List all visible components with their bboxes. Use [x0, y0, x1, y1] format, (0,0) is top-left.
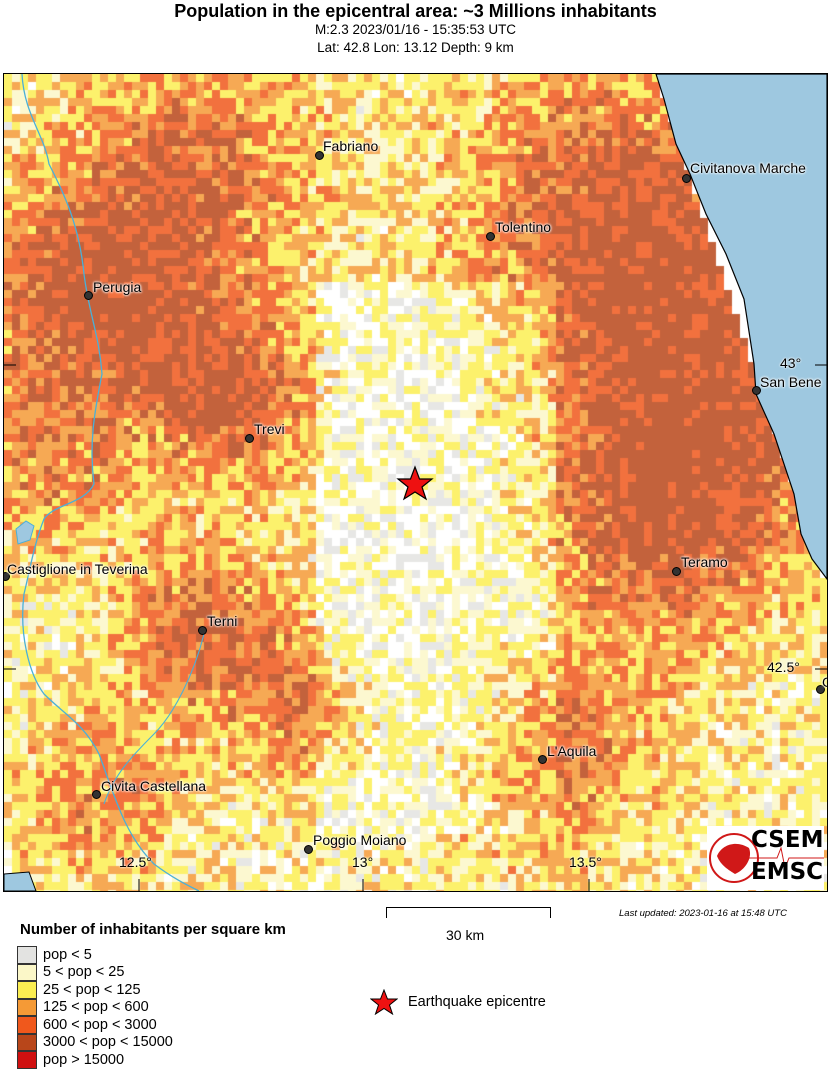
legend-swatch [17, 1033, 37, 1051]
adriatic-sea [655, 74, 827, 580]
legend-swatch [17, 946, 37, 964]
lat-label: 42.5° [767, 659, 800, 675]
population-map[interactable]: Fabriano Civitanova Marche Tolentino Per… [3, 73, 828, 892]
city-label[interactable]: San Bene [760, 374, 822, 390]
legend-swatch [17, 998, 37, 1016]
legend-swatch [17, 981, 37, 999]
map-title: Population in the epicentral area: ~3 Mi… [174, 1, 657, 21]
city-marker [245, 434, 254, 443]
legend-label: 600 < pop < 3000 [43, 1016, 157, 1033]
city-label[interactable]: Civitanova Marche [690, 160, 806, 176]
scale-bar [386, 907, 551, 918]
city-label[interactable]: Teramo [681, 554, 728, 570]
city-marker [84, 291, 93, 300]
city-marker [538, 755, 547, 764]
logo-text-emsc: EMSC [751, 859, 824, 885]
lake-trasimeno [15, 520, 35, 545]
event-info: M:2.3 2023/01/16 - 15:35:53 UTC [314, 22, 517, 37]
river-nera [103, 633, 205, 805]
legend-label: pop < 5 [43, 946, 92, 963]
city-marker [816, 685, 825, 694]
city-marker [672, 567, 681, 576]
legend-swatch [17, 1016, 37, 1034]
legend-item: 5 < pop < 25 [17, 963, 125, 981]
legend-swatch [17, 963, 37, 981]
lon-label: 12.5° [119, 854, 152, 870]
legend-item: 600 < pop < 3000 [17, 1016, 157, 1034]
scale-label: 30 km [446, 927, 485, 943]
legend-item: pop < 5 [17, 946, 92, 964]
star-icon [370, 989, 398, 1015]
city-marker [682, 174, 691, 183]
legend-epicentre: Earthquake epicentre [370, 989, 546, 1015]
city-label[interactable]: C [822, 674, 827, 690]
lon-label: 13.5° [569, 854, 602, 870]
city-label[interactable]: Trevi [254, 421, 285, 437]
legend-item: pop > 15000 [17, 1051, 124, 1069]
legend-item: 25 < pop < 125 [17, 981, 141, 999]
emsc-logo: CSEM EMSC [707, 826, 824, 890]
city-label[interactable]: L'Aquila [547, 743, 597, 759]
city-marker [752, 386, 761, 395]
lake-bottom-left [4, 871, 37, 891]
event-location: Lat: 42.8 Lon: 13.12 Depth: 9 km [317, 40, 514, 55]
legend-swatch [17, 1051, 37, 1069]
legend-label: pop > 15000 [43, 1051, 125, 1068]
city-label[interactable]: Terni [207, 613, 238, 629]
legend-title: Number of inhabitants per square km [20, 921, 286, 938]
city-label[interactable]: Castiglione in Teverina [7, 561, 148, 577]
legend-label: 5 < pop < 25 [43, 964, 125, 981]
logo-text-csem: CSEM [751, 827, 824, 853]
legend-label: 125 < pop < 600 [43, 999, 149, 1016]
legend-item: 3000 < pop < 15000 [17, 1033, 173, 1051]
river-tiber [21, 74, 200, 891]
legend-label: 25 < pop < 125 [43, 981, 141, 998]
epicentre-label: Earthquake epicentre [408, 994, 546, 1010]
last-updated: Last updated: 2023-01-16 at 15:48 UTC [619, 908, 787, 919]
city-label[interactable]: Tolentino [495, 219, 552, 235]
city-marker [304, 845, 313, 854]
city-marker [4, 572, 10, 581]
city-marker [486, 232, 495, 241]
city-marker [92, 790, 101, 799]
legend-item: 125 < pop < 600 [17, 998, 149, 1016]
city-label[interactable]: Fabriano [323, 138, 379, 154]
lon-label: 13° [352, 854, 374, 870]
city-marker [315, 151, 324, 160]
legend-label: 3000 < pop < 15000 [43, 1034, 173, 1051]
epicentre-star [396, 465, 434, 501]
city-label[interactable]: Poggio Moiano [313, 832, 407, 848]
map-overlay [4, 74, 827, 891]
lat-label: 43° [780, 355, 802, 371]
city-label[interactable]: Perugia [93, 279, 142, 295]
city-marker [198, 626, 207, 635]
city-label[interactable]: Civita Castellana [101, 778, 207, 794]
